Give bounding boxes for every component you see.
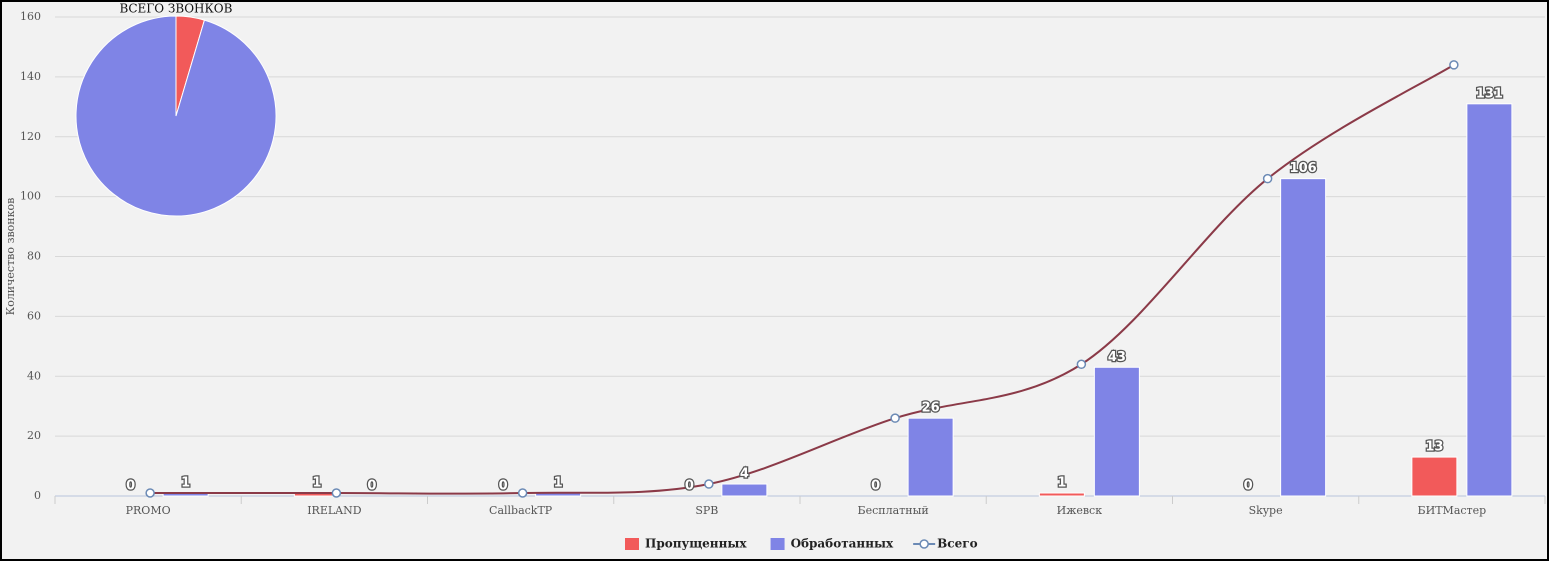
- data-label: 0: [126, 479, 135, 494]
- data-label: 1: [554, 476, 563, 491]
- bar: [1038, 492, 1085, 497]
- bar: [907, 417, 954, 497]
- x-tick-label: Skype: [1249, 504, 1283, 517]
- data-label: 1: [181, 476, 190, 491]
- line-marker: [517, 488, 528, 498]
- y-axis-label: Количество звонков: [4, 198, 17, 316]
- line-marker: [1262, 173, 1273, 184]
- pie-title: ВСЕГО ЗВОНКОВ: [120, 2, 233, 16]
- legend-label: Обработанных: [791, 537, 894, 551]
- y-tick-label: 40: [27, 369, 41, 382]
- x-tick-label: БИТМастер: [1418, 504, 1487, 517]
- data-label: 1: [312, 476, 321, 491]
- legend-swatch: [770, 538, 785, 550]
- data-label: 1: [1057, 476, 1066, 491]
- legend-label: Пропущенных: [645, 537, 747, 551]
- line-marker: [1449, 60, 1459, 70]
- y-tick-label: 60: [27, 309, 41, 322]
- data-label: 26: [922, 401, 940, 416]
- data-label: 4: [740, 467, 749, 482]
- legend-label: Всего: [937, 537, 977, 551]
- data-label: 43: [1108, 350, 1126, 365]
- data-label: 131: [1476, 86, 1503, 101]
- x-tick-label: Бесплатный: [858, 504, 929, 517]
- data-label: 0: [367, 479, 376, 494]
- line-marker: [704, 479, 714, 489]
- data-label: 0: [499, 479, 508, 494]
- y-tick-label: 0: [34, 489, 41, 502]
- x-tick-label: CallbackTP: [489, 504, 553, 517]
- data-label: 0: [1244, 479, 1253, 494]
- x-tick-label: IRELAND: [307, 504, 362, 517]
- y-tick-label: 120: [20, 130, 41, 143]
- data-label: 0: [871, 479, 880, 494]
- line: [150, 64, 1455, 495]
- y-tick-label: 160: [20, 10, 41, 23]
- x-tick-label: SPB: [695, 504, 718, 517]
- legend-swatch: [625, 538, 639, 550]
- line-marker: [145, 488, 155, 498]
- line-marker: [890, 413, 900, 423]
- legend-swatch: [919, 539, 929, 549]
- bar: [1280, 178, 1327, 497]
- y-tick-label: 140: [20, 70, 41, 83]
- bar: [1466, 103, 1513, 497]
- x-tick-label: PROMO: [126, 504, 171, 517]
- data-label: 0: [685, 479, 694, 494]
- bar: [721, 483, 768, 497]
- y-tick-label: 100: [20, 190, 41, 203]
- data-label: 106: [1290, 161, 1317, 176]
- data-label: 13: [1425, 440, 1443, 455]
- line-marker: [331, 488, 342, 498]
- x-tick-label: Ижевск: [1057, 504, 1103, 517]
- bar: [1411, 456, 1458, 497]
- pie-slice: [75, 15, 277, 217]
- bar: [1093, 366, 1140, 497]
- line-marker: [1076, 359, 1087, 370]
- y-tick-label: 80: [27, 250, 41, 263]
- y-tick-label: 20: [27, 429, 41, 442]
